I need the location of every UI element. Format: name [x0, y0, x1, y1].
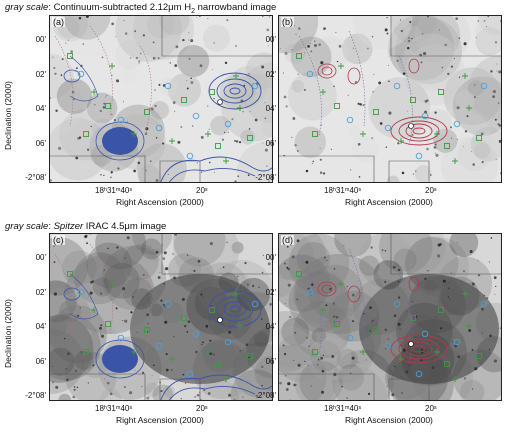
panel-b-label: (b): [281, 17, 294, 27]
ytick-00-bottom-right: 00': [265, 253, 276, 262]
panel-b-image: [279, 16, 501, 182]
panel-d: (d): [278, 233, 502, 401]
xlabel-b: Right Ascension (2000): [345, 197, 433, 207]
xtick-20-d: 20ˢ: [425, 404, 437, 413]
ytick-06-bottom: 06': [35, 357, 46, 366]
ytick-02-bottom: 02': [35, 288, 46, 297]
ytick-00-top-right: 00': [265, 35, 276, 44]
xtick-40-a: 18ʰ31ᵐ40ˢ: [95, 186, 133, 195]
caption-bottom-italic: Spitzer: [53, 221, 84, 232]
xlabel-a: Right Ascension (2000): [116, 197, 204, 207]
caption-top-sub: 2: [191, 7, 195, 15]
panel-c-image: [50, 234, 272, 400]
caption-bottom-text: IRAC 4.5μm image: [83, 221, 167, 232]
xtick-40-d: 18ʰ31ᵐ40ˢ: [324, 404, 362, 413]
caption-top-suffix: narrowband image: [194, 2, 277, 13]
caption-top: gray scale: Continuum-subtracted 2.12μm …: [5, 2, 276, 15]
caption-bottom-middle: :: [48, 221, 54, 232]
ytick-06-top-right: 06': [265, 139, 276, 148]
panel-c: (c): [49, 233, 273, 401]
panel-d-image: [279, 234, 501, 400]
ytick-06-bottom-right: 06': [265, 357, 276, 366]
ytick-00-bottom: 00': [35, 253, 46, 262]
ytick-08-bottom-right: -2°08': [255, 391, 276, 400]
xlabel-c: Right Ascension (2000): [116, 415, 204, 425]
xtick-20-b: 20ˢ: [425, 186, 437, 195]
ytick-08-top: -2°08': [25, 173, 46, 182]
ytick-02-bottom-right: 02': [265, 288, 276, 297]
ytick-04-top-right: 04': [265, 104, 276, 113]
ylabel-bottom: Declination (2000): [3, 299, 13, 368]
panel-d-label: (d): [281, 235, 294, 245]
panel-a-image: [50, 16, 272, 182]
ytick-02-top: 02': [35, 70, 46, 79]
panel-a: (a): [49, 15, 273, 183]
xtick-40-b: 18ʰ31ᵐ40ˢ: [324, 186, 362, 195]
ytick-08-bottom: -2°08': [25, 391, 46, 400]
ytick-04-bottom-right: 04': [265, 322, 276, 331]
panel-b: (b): [278, 15, 502, 183]
xtick-40-c: 18ʰ31ᵐ40ˢ: [95, 404, 133, 413]
ytick-00-top: 00': [35, 35, 46, 44]
caption-top-text: : Continuum-subtracted 2.12μm H: [48, 2, 192, 13]
xlabel-d: Right Ascension (2000): [345, 415, 433, 425]
ytick-02-top-right: 02': [265, 70, 276, 79]
ytick-06-top: 06': [35, 139, 46, 148]
panel-a-label: (a): [52, 17, 65, 27]
caption-top-prefix: gray scale: [5, 2, 49, 13]
caption-bottom: gray scale: Spitzer IRAC 4.5μm image: [5, 221, 166, 232]
caption-bottom-prefix: gray scale: [5, 221, 49, 232]
ytick-08-top-right: -2°08': [255, 173, 276, 182]
xtick-20-a: 20ˢ: [196, 186, 208, 195]
ytick-04-top: 04': [35, 104, 46, 113]
ylabel-top: Declination (2000): [3, 81, 13, 150]
panel-c-label: (c): [52, 235, 65, 245]
xtick-20-c: 20ˢ: [196, 404, 208, 413]
ytick-04-bottom: 04': [35, 322, 46, 331]
